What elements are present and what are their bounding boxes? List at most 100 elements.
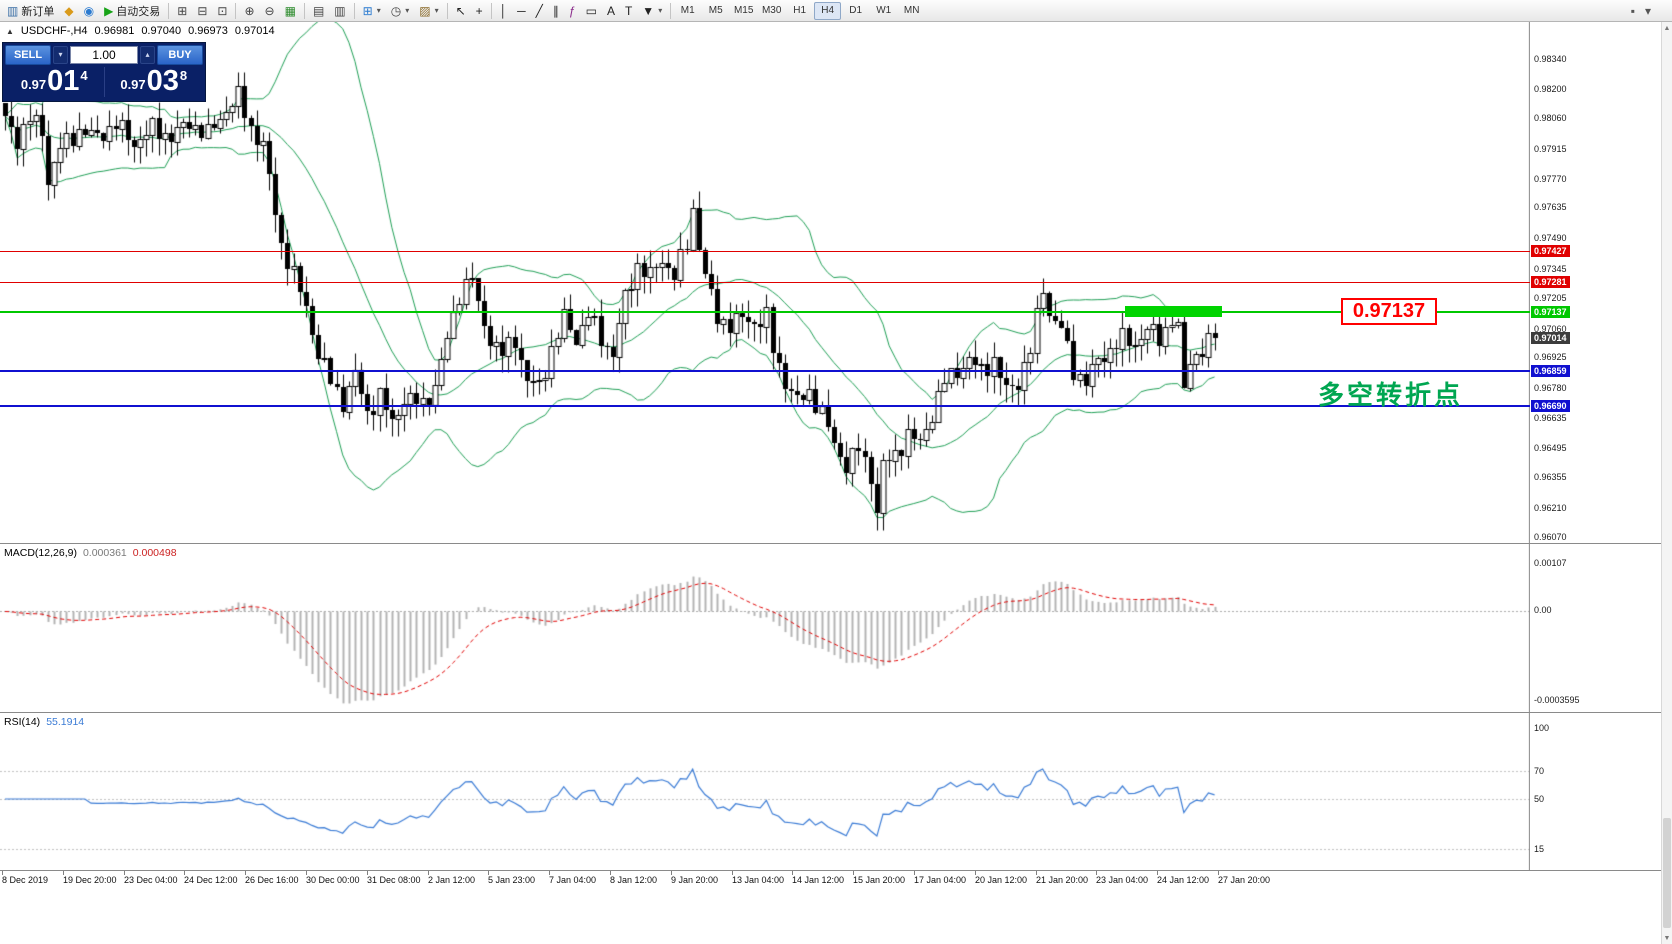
timeframe-m30-button[interactable]: M30 [758,2,785,20]
timeframe-w1-button[interactable]: W1 [870,2,897,20]
tile-windows-button[interactable]: ▦ [280,1,301,20]
timeframe-m1-button[interactable]: M1 [674,2,701,20]
time-axis-tick [367,871,368,875]
templates-button[interactable]: ▨ ▾ [414,1,443,20]
volume-decrease-button[interactable]: ▾ [53,46,68,64]
time-axis-label: 23 Dec 04:00 [124,875,178,885]
cursor-button[interactable]: ↖ [451,1,471,20]
volume-input[interactable] [70,46,138,64]
timeframe-h1-button[interactable]: H1 [786,2,813,20]
candlestick-mode-icon: ▥ [334,3,346,18]
bar-chart-mode-icon: ▤ [312,3,325,18]
fibonacci-retracement-button[interactable]: ƒ [564,1,581,20]
time-axis-tick [792,871,793,875]
candlestick-mode-button[interactable]: ▥ [329,1,350,20]
time-axis-label: 24 Jan 12:00 [1157,875,1210,885]
toolbar-separator [168,2,170,19]
collapse-chart-icon[interactable]: ▲ [6,26,14,36]
timeframe-m5-button[interactable]: M5 [702,2,729,20]
tile-cascade-icon: ⊡ [217,3,228,18]
time-axis-label: 31 Dec 08:00 [367,875,421,885]
resistance-line-1[interactable] [0,251,1530,252]
price-axis-label: 0.97770 [1534,174,1567,184]
time-axis-label: 9 Jan 20:00 [671,875,719,885]
price-axis-label: 0.96355 [1534,472,1567,482]
tile-grid-icon: ⊞ [177,3,188,18]
metaeditor-button[interactable]: ◆ [59,1,78,20]
up-arrow-icon: ▴ [145,50,150,59]
price-axis-label: 0.96780 [1534,383,1567,393]
sell-price-display: 0.97 01 4 [5,64,104,97]
ohlc-close: 0.97014 [234,25,275,37]
volume-increase-button[interactable]: ▴ [140,46,155,64]
toolbar-customize-button[interactable]: ▪ [1626,1,1640,20]
metaeditor-icon: ◆ [64,3,74,18]
text-label-icon: T [624,3,633,18]
timeframe-m15-button[interactable]: M15 [730,2,757,20]
price-axis-label: 0.97205 [1534,293,1567,303]
timeframe-h4-button[interactable]: H4 [814,1,842,20]
periods-button[interactable]: ◷ ▾ [386,1,415,20]
tile-horizontal-button[interactable]: ⊟ [192,1,212,20]
indicators-button[interactable]: ⊞ ▾ [358,1,386,20]
scroll-down-button[interactable]: ▼ [1662,932,1672,944]
zoom-in-button[interactable]: ⊕ [239,1,259,20]
tile-cascade-button[interactable]: ⊡ [212,1,232,20]
shapes-button[interactable]: ▭ [581,1,602,20]
rsi-indicator-panel: RSI(14) 55.1914 100 70 50 15 [0,712,1672,871]
pivot-line[interactable] [0,311,1530,313]
support-line-1[interactable] [0,370,1530,372]
price-callout-label[interactable]: 0.97137 [1341,298,1437,325]
price-axis-label: 0.97490 [1534,233,1567,243]
zoom-out-button[interactable]: ⊖ [260,1,280,20]
macd-canvas[interactable] [0,544,1530,713]
resistance-line-2[interactable] [0,282,1530,283]
scroll-up-button[interactable]: ▲ [1662,22,1672,34]
sell-button[interactable]: SELL [5,45,51,65]
time-axis-label: 8 Jan 12:00 [610,875,658,885]
rsi-scale-label: 70 [1534,766,1545,776]
bar-chart-mode-button[interactable]: ▤ [308,1,329,20]
time-axis-tick [245,871,246,875]
buy-button[interactable]: BUY [157,45,203,65]
time-axis-label: 7 Jan 04:00 [549,875,597,885]
scrollbar-thumb[interactable] [1663,818,1671,928]
arrows-button[interactable]: ▼ ▾ [637,1,667,20]
equidistant-channel-button[interactable]: ∥ [548,1,564,20]
support-line-2[interactable] [0,405,1530,407]
time-axis-tick [428,871,429,875]
main-chart-panel: ▲ USDCHF-,H4 0.96981 0.97040 0.96973 0.9… [0,22,1672,543]
autotrading-label: 自动交易 [116,5,161,18]
rsi-canvas[interactable] [0,713,1530,871]
vertical-scrollbar[interactable]: ▲ ▼ [1661,22,1672,944]
turning-point-label[interactable]: 多空转折点 [1318,380,1464,410]
periods-icon: ◷ [390,3,402,18]
time-axis-label: 21 Jan 20:00 [1036,875,1089,885]
dropdown-arrow-icon: ▾ [405,6,410,15]
vertical-line-button[interactable]: │ [495,1,513,20]
highlight-rectangle[interactable] [1125,306,1222,317]
tile-grid-button[interactable]: ⊞ [172,1,192,20]
toolbar-separator [353,2,355,19]
market-watch-button[interactable]: ◉ [79,1,99,20]
toolbar-more-button[interactable]: ▾ [1640,1,1656,20]
time-axis-tick [306,871,307,875]
toolbar-customize-icon: ▪ [1630,3,1635,18]
horizontal-line-button[interactable]: ─ [512,1,531,20]
text-label-button[interactable]: T [620,1,637,20]
time-axis-tick [853,871,854,875]
ohlc-low: 0.96973 [188,25,228,37]
sell-price-pips: 01 [47,64,80,97]
time-axis-tick [1096,871,1097,875]
timeframe-d1-button[interactable]: D1 [842,2,869,20]
crosshair-button[interactable]: + [471,1,488,20]
text-button[interactable]: A [602,1,620,20]
new-order-button[interactable]: ▥ 新订单 [2,1,59,20]
time-axis-tick [488,871,489,875]
timeframe-mn-button[interactable]: MN [898,2,925,20]
buy-price-pips: 03 [146,64,179,97]
trendline-button[interactable]: ╱ [531,1,548,20]
autotrading-button[interactable]: ▶ 自动交易 [99,1,165,20]
crosshair-icon: + [475,3,483,18]
